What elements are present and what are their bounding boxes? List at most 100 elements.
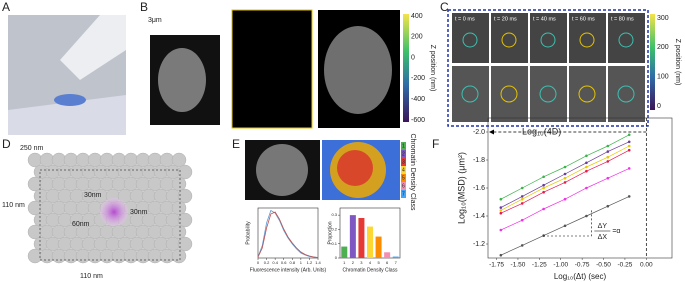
photo-sample — [54, 94, 86, 106]
annotation: Log₁₀(4D) — [522, 126, 561, 136]
frame-image — [452, 13, 489, 63]
data-point — [627, 195, 631, 198]
nucleosome — [171, 224, 187, 240]
spot — [462, 32, 478, 48]
spot — [617, 85, 635, 103]
y-axis-label: Probability — [245, 221, 251, 245]
x-tick-label: -0.50 — [596, 262, 611, 269]
spot — [539, 85, 557, 103]
data-point — [563, 172, 567, 176]
x-tick-label: 5 — [377, 260, 380, 265]
y-tick-label: -1.2 — [473, 241, 485, 248]
data-point — [585, 165, 588, 169]
data-point — [563, 176, 567, 180]
x-tick-label: 0 — [257, 260, 260, 265]
colorbar — [650, 14, 655, 110]
data-point — [563, 165, 567, 169]
x-tick-label: 1 — [343, 260, 346, 265]
data-point — [499, 228, 503, 232]
frame — [447, 9, 649, 127]
spot — [579, 32, 595, 48]
arrow-head — [489, 129, 494, 135]
nucleosome — [171, 176, 187, 192]
dim-label: 30nm — [84, 192, 102, 199]
data-point — [606, 144, 610, 148]
dim-label: 110 nm — [2, 202, 25, 209]
colorbar-tick: 0 — [657, 103, 661, 110]
data-point — [627, 133, 631, 137]
domain — [100, 198, 128, 226]
x-tick-label: -0.25 — [618, 262, 633, 269]
x-tick-label: 1.4 — [315, 260, 321, 265]
panel-letter: B — [140, 0, 148, 14]
image — [231, 9, 313, 129]
time-label: t = 60 ms — [572, 16, 595, 22]
slope-guide — [543, 210, 592, 237]
x-tick-label: -1.50 — [511, 262, 526, 269]
data-point — [627, 140, 631, 144]
time-label: t = 0 ms — [455, 16, 475, 22]
panel-letter: F — [432, 137, 439, 151]
dim-label: 110 nm — [80, 273, 103, 280]
data-point — [606, 150, 610, 153]
x-tick-label: 4 — [369, 260, 372, 265]
x-tick-label: 0.8 — [290, 260, 296, 265]
y-tick-label: -1.6 — [473, 185, 485, 192]
y-tick-label: -2.0 — [473, 129, 485, 136]
colorbar-tick: 1 — [402, 143, 405, 149]
bar — [341, 246, 348, 258]
plot-area — [487, 117, 673, 259]
bar — [358, 218, 365, 258]
data-point — [520, 195, 524, 198]
colorbar-tick: 400 — [411, 13, 423, 20]
nucleus — [337, 150, 373, 186]
frame-image — [530, 13, 567, 63]
data-point — [563, 197, 567, 201]
spot — [618, 32, 634, 48]
nucleosome — [177, 188, 193, 204]
data-point — [520, 186, 524, 190]
bar — [349, 215, 356, 258]
colorbar-label: Z position (nm) — [674, 39, 681, 86]
panel-letter: E — [232, 137, 240, 151]
x-tick-label: -1.75 — [489, 262, 504, 269]
x-tick-label: 2 — [352, 260, 355, 265]
nucleosome — [177, 212, 193, 228]
x-tick-label: 0.00 — [640, 262, 653, 269]
time-label: t = 40 ms — [533, 16, 556, 22]
data-point — [520, 202, 524, 205]
time-label: t = 80 ms — [611, 16, 634, 22]
y-tick-label: -1.8 — [473, 157, 485, 164]
data-point — [499, 209, 503, 212]
y-tick-label: 0.2 — [331, 226, 337, 231]
data-point — [499, 253, 503, 257]
dim-label: 30nm — [130, 209, 148, 216]
x-tick-label: -0.75 — [575, 262, 590, 269]
x-tick-label: 0.4 — [272, 260, 278, 265]
plot-area — [257, 207, 319, 259]
frame-image — [608, 13, 645, 63]
colorbar-swatch — [401, 174, 406, 182]
series-line — [257, 211, 319, 258]
nucleus — [158, 48, 206, 112]
x-tick-label: 0.2 — [264, 260, 270, 265]
frame-image — [569, 66, 606, 122]
bar — [392, 256, 399, 258]
colorbar-label: Z position (nm) — [429, 45, 436, 92]
y-axis-label: Log₁₀(MSD) (μm²) — [456, 152, 466, 224]
y-tick-label: 0 — [335, 255, 338, 260]
colorbar-swatch — [401, 166, 406, 174]
colorbar — [403, 14, 409, 122]
nucleosome — [171, 200, 187, 216]
data-point — [606, 176, 610, 180]
scale-label: 3μm — [148, 17, 162, 24]
time-label: t = 20 ms — [494, 16, 517, 22]
photo-lens — [60, 15, 126, 80]
frame-image — [608, 66, 645, 122]
colorbar-swatch — [401, 190, 406, 198]
colorbar-tick: 100 — [657, 74, 669, 81]
colorbar-tick: 200 — [411, 34, 423, 41]
colorbar-swatch — [401, 150, 406, 158]
nucleus — [324, 26, 392, 114]
panel-letter: D — [2, 137, 11, 151]
